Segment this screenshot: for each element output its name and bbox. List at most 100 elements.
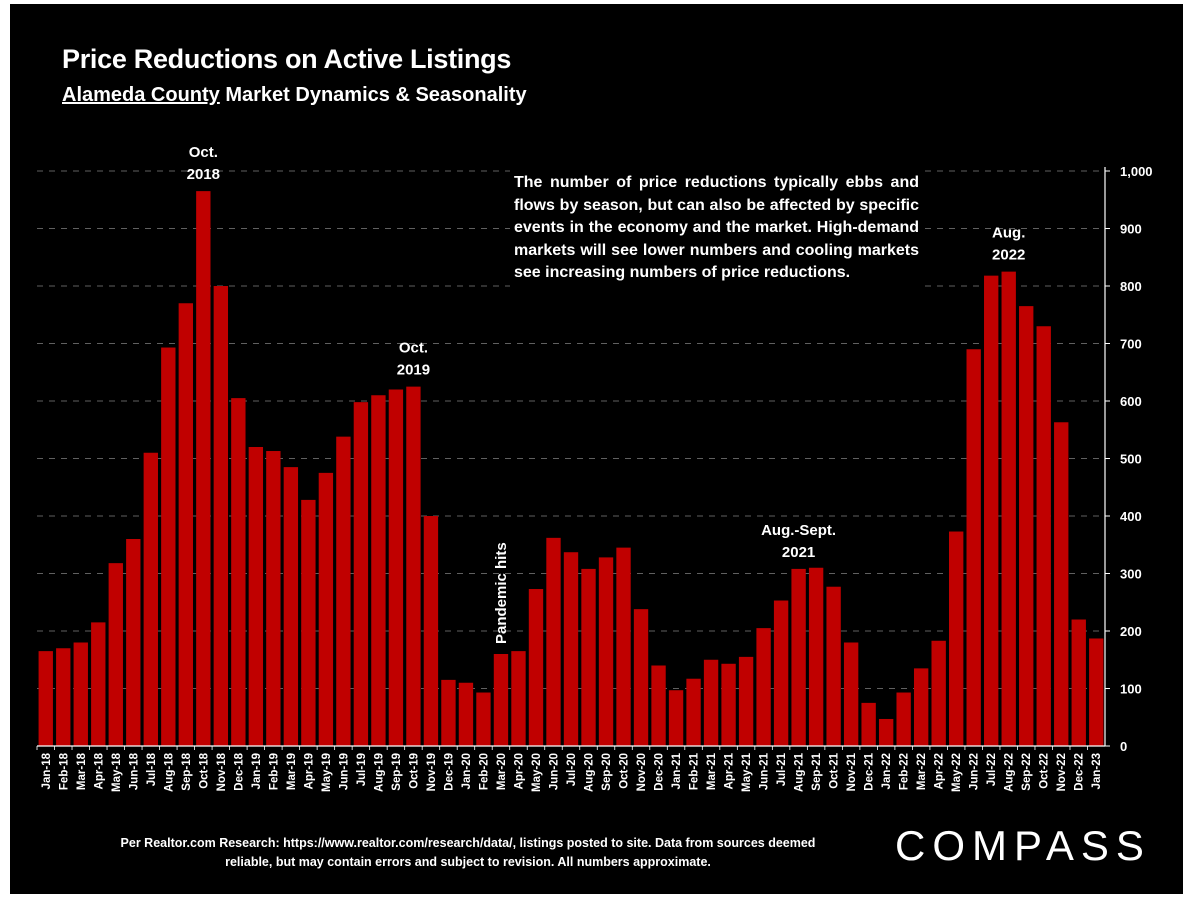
y-tick-label: 1,000: [1120, 164, 1153, 179]
annotation-label: Aug.-Sept.: [761, 522, 836, 539]
x-tick-label: Feb-19: [268, 753, 280, 790]
bar: [616, 547, 631, 746]
bar: [126, 539, 141, 746]
x-tick-label: May-18: [111, 752, 123, 792]
subtitle-rest: Market Dynamics & Seasonality: [219, 84, 527, 106]
bar: [878, 718, 894, 746]
x-tick-label: Apr-18: [93, 752, 105, 789]
x-tick-label: Dec-20: [654, 753, 666, 791]
x-tick-label: Jul-19: [356, 753, 368, 786]
bar: [843, 642, 859, 746]
bar: [493, 654, 509, 746]
source-note: Per Realtor.com Research: https://www.re…: [120, 836, 816, 869]
bar: [283, 467, 299, 746]
x-tick-label: Jun-20: [548, 753, 560, 790]
x-tick-label: Mar-22: [916, 753, 928, 790]
compass-logo: COMPASS: [895, 822, 1151, 869]
bar: [336, 436, 351, 746]
x-tick-label: Nov-18: [216, 752, 228, 791]
x-tick-label: Apr-21: [724, 752, 736, 789]
x-tick-label: Jan-23: [1091, 753, 1103, 789]
bar: [528, 589, 544, 746]
x-tick-label: Jan-18: [41, 752, 53, 789]
x-tick-label: Aug-21: [794, 752, 806, 792]
bar: [773, 600, 789, 746]
bar: [476, 692, 491, 746]
x-tick-label: Oct-21: [829, 752, 841, 788]
x-tick-label: Dec-18: [233, 752, 245, 790]
x-tick-label: Mar-20: [496, 753, 508, 790]
bar: [301, 499, 316, 746]
bar: [826, 586, 841, 746]
bar: [1036, 326, 1051, 746]
x-tick-label: Sep-21: [811, 752, 823, 790]
bar: [196, 191, 211, 746]
annotation-label: Oct.: [399, 340, 428, 357]
bar: [651, 665, 666, 746]
bar-chart: 0 100 200 300 400 500 600 700 800 900 1,000 Jan-18…: [36, 144, 1153, 792]
x-tick-label: Dec-22: [1074, 753, 1086, 791]
x-tick-label: Sep-22: [1021, 753, 1033, 791]
x-tick-label: Apr-19: [303, 753, 315, 789]
x-tick-label: Aug-19: [373, 753, 385, 792]
x-tick-label: Feb-21: [689, 752, 701, 790]
x-tick-label: May-19: [321, 753, 333, 792]
x-tick-label: Oct-20: [619, 753, 631, 789]
bar: [108, 563, 123, 746]
bar: [1054, 422, 1069, 746]
y-tick-label: 300: [1120, 567, 1142, 582]
y-tick-labels: 0 100 200 300 400 500 600 700 800 900 1,000: [1120, 164, 1153, 754]
y-tick-label: 800: [1120, 279, 1142, 294]
bar: [966, 349, 981, 746]
bars: [38, 191, 1104, 746]
x-tick-label: Sep-18: [181, 752, 193, 790]
x-tick-label: Mar-18: [76, 752, 88, 790]
annotation-label: 2018: [187, 166, 220, 183]
bar: [984, 275, 999, 746]
x-tick-label: Dec-19: [443, 753, 455, 791]
x-tick-label: Jul-21: [776, 752, 788, 786]
bar: [178, 303, 193, 746]
x-tick-label: Apr-20: [513, 753, 525, 789]
x-tick-label: Aug-20: [584, 753, 596, 792]
x-tick-label: Dec-21: [864, 752, 876, 790]
x-tick-label: May-22: [951, 753, 963, 792]
bar: [563, 552, 579, 746]
chart-subtitle: Alameda County Market Dynamics & Seasona…: [62, 84, 527, 107]
x-tick-label: May-20: [531, 753, 543, 792]
bar: [598, 557, 614, 746]
bar: [388, 389, 404, 746]
bar: [1071, 619, 1086, 746]
y-tick-label: 200: [1120, 624, 1142, 639]
x-tick-label: Jan-20: [461, 753, 473, 789]
bar: [143, 452, 158, 746]
bar: [931, 640, 946, 746]
x-tick-label: Jul-22: [986, 753, 998, 786]
bar: [913, 668, 929, 746]
bar: [266, 451, 281, 746]
x-tick-label: Aug-18: [163, 752, 175, 792]
bar: [808, 567, 824, 746]
bar: [353, 402, 369, 746]
x-tick-label: Nov-20: [636, 753, 648, 791]
x-tick-label: Jun-18: [128, 752, 140, 790]
y-tick-label: 500: [1120, 452, 1142, 467]
x-tick-label: Jan-21: [671, 752, 683, 789]
x-tick-label: Oct-18: [198, 752, 210, 788]
bar: [441, 679, 456, 746]
x-tick-label: Nov-21: [846, 752, 858, 791]
bar: [423, 516, 439, 746]
bar: [896, 692, 911, 746]
x-tick-label: Jun-21: [759, 752, 771, 790]
bar: [633, 609, 649, 746]
bar: [1001, 271, 1016, 746]
bar: [949, 531, 964, 746]
x-tick-label: Jul-20: [566, 753, 578, 786]
axes: [36, 167, 1110, 750]
bar: [703, 659, 719, 746]
y-tick-label: 700: [1120, 337, 1142, 352]
bar: [91, 622, 106, 746]
bar: [458, 682, 474, 746]
bar: [406, 386, 421, 746]
chart-title: Price Reductions on Active Listings: [62, 44, 512, 74]
